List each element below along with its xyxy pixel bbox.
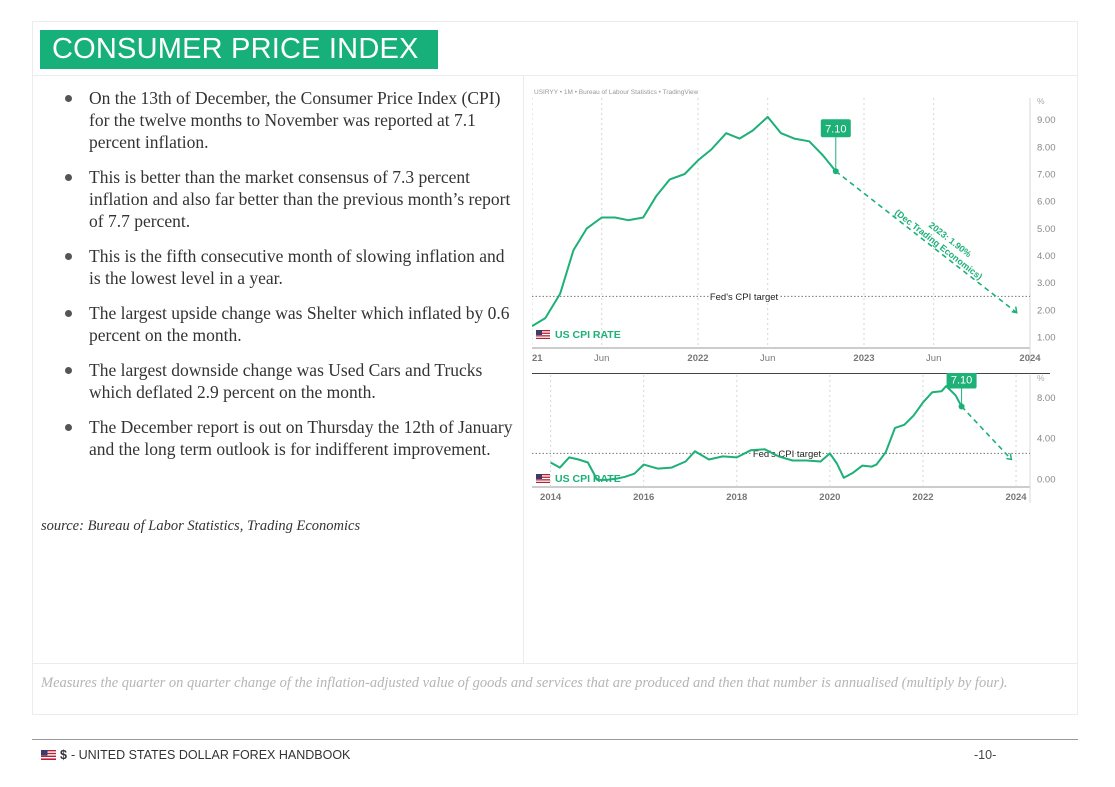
x-tick-label: 2020 <box>819 492 840 503</box>
x-tick-label: 2022 <box>912 492 933 503</box>
x-tick-label: Jun <box>594 353 609 364</box>
series-legend-label: US CPI RATE <box>555 473 621 485</box>
last-value-label: 7.10 <box>825 123 846 135</box>
last-value-badge <box>946 373 977 389</box>
us-flag-icon <box>536 330 550 339</box>
x-tick-label: 2014 <box>540 492 562 503</box>
page-card <box>32 21 1078 715</box>
chart-source-header: USIRYY • 1M • Bureau of Labour Statistic… <box>534 89 699 96</box>
y-tick-label: 0.00 <box>1037 474 1056 485</box>
footer-title: $ - UNITED STATES DOLLAR FOREX HANDBOOK <box>41 748 350 762</box>
cpi-chart-recent: 2021 Jun 2022 Jun 2023 Jun 2024 9.00 8.00 7.00 6.0… <box>532 89 1056 364</box>
flag-stripe <box>536 336 550 338</box>
y-tick-label: 7.00 <box>1037 169 1056 180</box>
bullet-item: This is the fifth consecutive month of s… <box>62 245 520 289</box>
forecast-line <box>961 405 1012 461</box>
footnote-divider <box>32 663 1078 664</box>
x-tick-label: Jun <box>926 353 941 364</box>
bullet-list: On the 13th of December, the Consumer Pr… <box>62 87 520 473</box>
us-flag-icon <box>41 750 56 760</box>
x-tick-label: 2024 <box>1019 353 1041 364</box>
y-tick-label: 4.00 <box>1037 251 1056 262</box>
forecast-arrowhead <box>1006 453 1013 461</box>
page-title: CONSUMER PRICE INDEX <box>40 30 438 69</box>
cpi-series-line <box>550 385 963 481</box>
y-tick-label: 8.00 <box>1037 142 1056 153</box>
us-flag-icon <box>536 474 550 483</box>
cpi-series-line <box>532 115 837 328</box>
x-tick-label: 2024 <box>1005 492 1027 503</box>
x-tick-label: 2021 <box>532 353 543 364</box>
bullet-item: The largest upside change was Shelter wh… <box>62 302 520 346</box>
y-tick-label: 3.00 <box>1037 278 1056 289</box>
last-value-badge <box>820 119 851 138</box>
y-tick-label: 8.00 <box>1037 393 1056 404</box>
x-tick-label: 2018 <box>726 492 747 503</box>
y-tick-label: 6.00 <box>1037 197 1056 208</box>
flag-stripe <box>536 477 550 480</box>
y-unit-label: % <box>1037 96 1045 106</box>
flag-stripe <box>536 475 550 477</box>
currency-symbol: $ <box>60 748 67 762</box>
x-tick-label: 2023 <box>853 353 874 364</box>
series-legend-label: US CPI RATE <box>555 329 621 341</box>
y-tick-label: 4.00 <box>1037 434 1056 445</box>
handbook-title: - UNITED STATES DOLLAR FOREX HANDBOOK <box>70 748 351 762</box>
bullet-item: The largest downside change was Used Car… <box>62 359 520 403</box>
y-unit-label: % <box>1037 373 1045 383</box>
y-tick-label: 9.00 <box>1037 115 1056 126</box>
flag-canton <box>536 474 542 479</box>
page-number: -10- <box>974 748 997 762</box>
x-tick-label: Jun <box>760 353 775 364</box>
x-tick-label: 2022 <box>687 353 708 364</box>
last-value-dot <box>958 403 965 410</box>
flag-stripe <box>536 331 550 333</box>
bullet-item: This is better than the market consensus… <box>62 166 520 232</box>
flag-stripe <box>536 333 550 336</box>
forecast-line <box>835 170 1018 314</box>
y-tick-label: 5.00 <box>1037 224 1056 235</box>
last-value-label: 7.10 <box>951 374 972 386</box>
flag-stripe <box>536 480 550 482</box>
y-tick-label: 2.00 <box>1037 305 1056 316</box>
y-tick-label: 1.00 <box>1037 333 1056 344</box>
fed-target-label: Fed's CPI target <box>710 292 779 303</box>
forecast-annotation: 2023: 1.90%(Dec Trading Economics) <box>893 207 984 281</box>
flag-canton <box>536 330 542 335</box>
footnote-text: Measures the quarter on quarter change o… <box>41 675 1008 691</box>
bullet-item: On the 13th of December, the Consumer Pr… <box>62 87 520 153</box>
x-tick-label: 2016 <box>633 492 654 503</box>
footer-rule <box>32 739 1078 740</box>
header-divider <box>32 75 1078 76</box>
source-note: source: Bureau of Labor Statistics, Trad… <box>41 518 361 534</box>
column-divider <box>523 75 524 663</box>
forecast-arrowhead <box>1011 306 1018 314</box>
forecast-label-source: (Dec Trading Economics) <box>893 207 984 281</box>
bullet-item: The December report is out on Thursday t… <box>62 416 520 460</box>
cpi-chart-long-term: 2014 2016 2018 2020 2022 20248.004.000.00%Fed… <box>532 373 1056 503</box>
